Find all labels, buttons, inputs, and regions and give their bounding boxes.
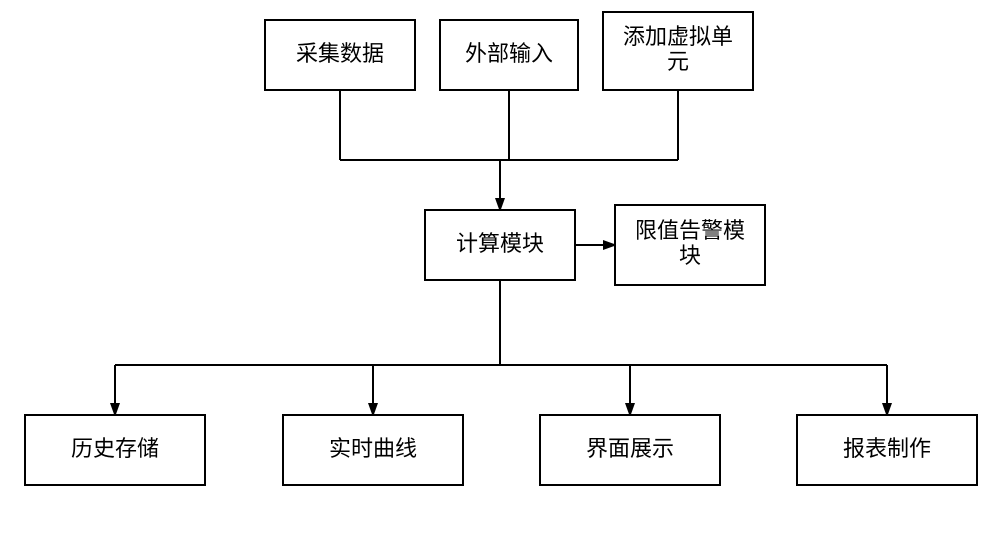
node-report-label: 报表制作 [843, 436, 931, 461]
node-report: 报表制作 [797, 415, 977, 485]
node-history: 历史存储 [25, 415, 205, 485]
node-alarm: 限值告警模块 [615, 205, 765, 285]
node-virtual-label-line2: 元 [667, 49, 689, 74]
node-display: 界面展示 [540, 415, 720, 485]
node-virtual-label-line1: 添加虚拟单 [623, 24, 733, 49]
node-collect: 采集数据 [265, 20, 415, 90]
nodes-layer: 采集数据 外部输入 添加虚拟单元计算模块 限值告警模块历史存储 实时曲线 界面展示 报表制作 [25, 12, 977, 485]
node-history-label: 历史存储 [71, 436, 159, 461]
node-external-label: 外部输入 [465, 41, 553, 66]
node-alarm-label-line2: 块 [679, 243, 701, 268]
node-calc-label: 计算模块 [456, 231, 544, 256]
node-external: 外部输入 [440, 20, 578, 90]
flowchart-canvas: 采集数据 外部输入 添加虚拟单元计算模块 限值告警模块历史存储 实时曲线 界面展示 报表制作 [0, 0, 1000, 556]
node-curve: 实时曲线 [283, 415, 463, 485]
node-calc: 计算模块 [425, 210, 575, 280]
node-curve-label: 实时曲线 [329, 436, 417, 461]
node-display-label: 界面展示 [586, 436, 674, 461]
node-virtual: 添加虚拟单元 [603, 12, 753, 90]
node-collect-label: 采集数据 [296, 41, 384, 66]
node-alarm-label-line1: 限值告警模 [635, 218, 745, 243]
